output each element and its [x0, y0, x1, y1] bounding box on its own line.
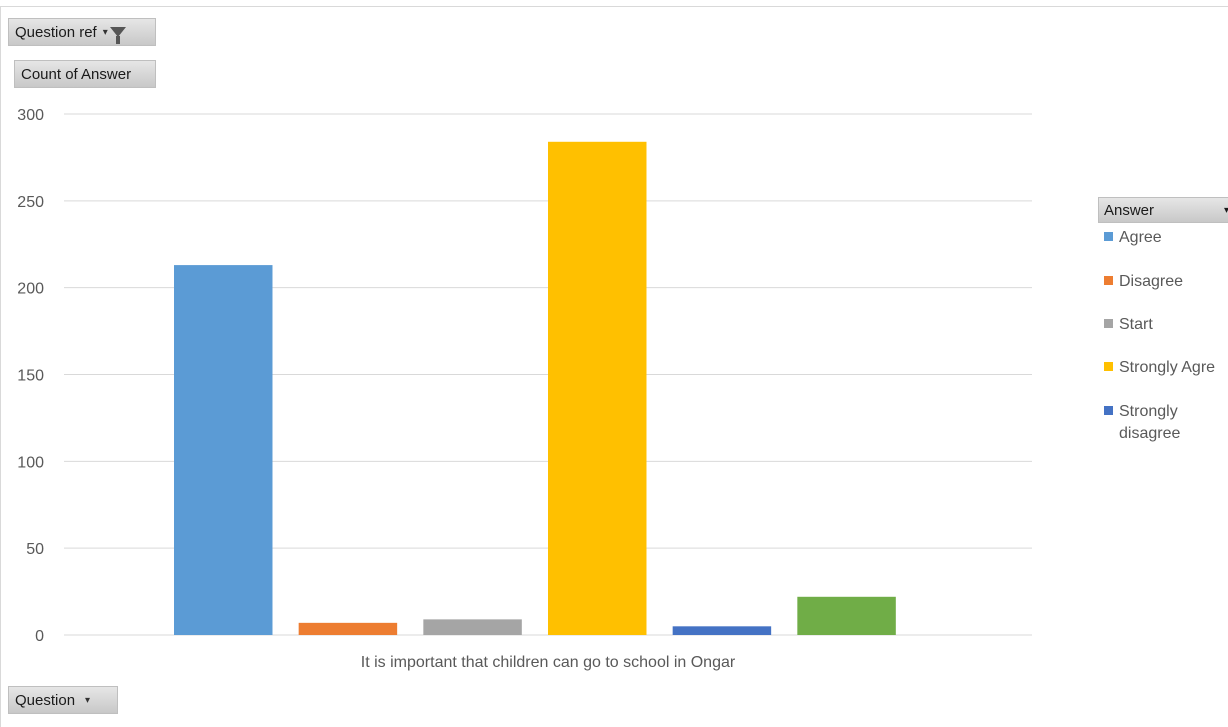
- legend-item: Strongly Agre: [1104, 357, 1215, 379]
- count-of-answer-button[interactable]: Count of Answer: [14, 60, 156, 88]
- legend-swatch: [1104, 406, 1113, 415]
- legend-title: Answer: [1104, 201, 1155, 219]
- legend-swatch: [1104, 276, 1113, 285]
- legend-label: Agree: [1119, 229, 1162, 246]
- y-tick-label: 150: [17, 368, 44, 385]
- bar: [672, 626, 772, 635]
- y-tick-label: 0: [35, 628, 44, 645]
- bar: [423, 619, 522, 635]
- dropdown-arrow-icon: ▾: [85, 694, 91, 706]
- bar: [797, 596, 896, 635]
- bar: [174, 265, 273, 635]
- chart-frame: [0, 6, 1228, 727]
- legend-label: Strongly disagree: [1119, 403, 1181, 442]
- y-tick-label: 200: [17, 281, 44, 298]
- question-axis-button[interactable]: Question ▾: [8, 686, 118, 714]
- bar: [298, 622, 398, 635]
- legend-label: Strongly Agre: [1119, 359, 1216, 376]
- y-tick-label: 300: [17, 107, 44, 124]
- question-ref-label: Question ref: [15, 23, 97, 41]
- legend-item: Start: [1104, 314, 1153, 336]
- legend-swatch: [1104, 232, 1113, 241]
- question-ref-filter-button[interactable]: Question ref ▾: [8, 18, 156, 46]
- dropdown-arrow-icon: ▾: [1223, 204, 1228, 216]
- y-tick-label: 100: [17, 454, 44, 471]
- count-of-answer-label: Count of Answer: [21, 65, 132, 83]
- y-tick-label: 250: [17, 194, 44, 211]
- legend-label: Start: [1119, 316, 1153, 333]
- legend-item: Strongly disagree: [1104, 401, 1180, 445]
- legend: Answer ▾ Agree Disagree Start Strongly Agre…: [1098, 197, 1228, 442]
- legend-swatch: [1104, 362, 1113, 371]
- question-axis-label: Question: [15, 691, 76, 709]
- legend-label: Disagree: [1119, 273, 1184, 290]
- bar: [548, 141, 647, 635]
- dropdown-arrow-icon: ▾: [102, 26, 108, 38]
- legend-answer-field-button[interactable]: Answer ▾: [1098, 197, 1228, 223]
- legend-item: Agree: [1104, 227, 1162, 249]
- filter-funnel-icon: [109, 27, 126, 44]
- legend-item: Disagree: [1104, 271, 1183, 293]
- legend-swatch: [1104, 319, 1113, 328]
- x-category-label: It is important that children can go to …: [361, 654, 736, 671]
- y-tick-label: 50: [26, 541, 44, 558]
